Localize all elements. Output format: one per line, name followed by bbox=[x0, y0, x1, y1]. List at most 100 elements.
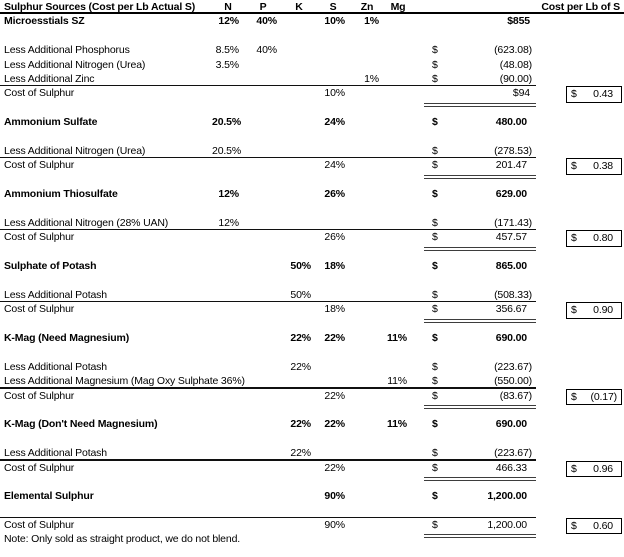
table-header-row: Sulphur Sources (Cost per Lb Actual S) N… bbox=[0, 0, 624, 15]
nutrient-s-value: 26% bbox=[324, 188, 345, 201]
row-product: Ammonium Sulfate 20.5% 24% $480.00 bbox=[0, 115, 624, 129]
currency-symbol: $ bbox=[432, 260, 438, 273]
currency-symbol: $ bbox=[432, 331, 438, 344]
product-name: Ammonium Thiosulfate bbox=[4, 188, 118, 201]
row-product: Microesstials SZ 12% 40% 10% 1% $855 bbox=[0, 14, 624, 28]
cost-per-lb-box: $0.90 bbox=[566, 302, 622, 319]
amount-value: (508.33) bbox=[494, 288, 532, 301]
amount-value: (278.53) bbox=[494, 144, 532, 157]
cost-of-sulphur-label: Cost of Sulphur bbox=[4, 303, 75, 316]
currency-symbol: $ bbox=[432, 360, 438, 373]
row-cost: Cost of Sulphur 18% $356.67 $0.90 bbox=[0, 302, 624, 324]
row-blank bbox=[0, 403, 624, 417]
cost-per-lb-box: $0.43 bbox=[566, 86, 622, 103]
amount-value: $94 bbox=[512, 87, 530, 100]
row-blank bbox=[0, 245, 624, 259]
row-less: Less Additional Potash 22% $ (223.67) bbox=[0, 360, 624, 374]
nutrient-n-value: 12% bbox=[218, 188, 239, 201]
row-less: Less Additional Nitrogen (Urea) 3.5% $ (48.… bbox=[0, 58, 624, 72]
column-header-zn: Zn bbox=[360, 1, 374, 13]
column-header-k: K bbox=[295, 1, 303, 13]
row-blank bbox=[0, 317, 624, 331]
less-item-label: Less Additional Zinc bbox=[4, 72, 95, 85]
amount-value: $855 bbox=[507, 15, 530, 28]
cost-of-sulphur-label: Cost of Sulphur bbox=[4, 159, 75, 172]
nutrient-s-value: 26% bbox=[324, 231, 345, 244]
nutrient-s-value: 18% bbox=[324, 260, 345, 273]
currency-symbol: $ bbox=[432, 231, 438, 244]
nutrient-k-value: 22% bbox=[290, 447, 311, 460]
box-currency-symbol: $ bbox=[571, 304, 577, 317]
nutrient-mg-value: 11% bbox=[387, 418, 407, 431]
currency-symbol: $ bbox=[432, 116, 438, 129]
less-item-label: Less Additional Nitrogen (Urea) bbox=[4, 58, 146, 71]
nutrient-n-value: 12% bbox=[218, 216, 239, 229]
currency-symbol: $ bbox=[432, 144, 438, 157]
currency-symbol: $ bbox=[432, 461, 438, 474]
row-less_end: Less Additional Potash 50% $ (508.33) bbox=[0, 288, 624, 303]
cost-per-lb-value: 0.43 bbox=[593, 88, 613, 101]
nutrient-n-value: 12% bbox=[218, 15, 239, 28]
nutrient-k-value: 22% bbox=[290, 418, 311, 431]
column-header-p: P bbox=[259, 1, 267, 13]
nutrient-n-value: 20.5% bbox=[212, 116, 242, 129]
less-item-label: Less Additional Nitrogen (Urea) bbox=[4, 144, 146, 157]
row-note: Note: Only sold as straight product, we … bbox=[0, 532, 624, 546]
row-blank bbox=[0, 475, 624, 489]
nutrient-s-value: 22% bbox=[324, 418, 345, 431]
amount-value: 690.00 bbox=[495, 331, 527, 344]
row-blank bbox=[0, 101, 624, 115]
nutrient-s-value: 24% bbox=[324, 116, 345, 129]
cost-per-lb-box: $ (0.17) bbox=[566, 388, 622, 405]
less-item-label: Less Additional Potash bbox=[4, 288, 107, 301]
box-currency-symbol: $ bbox=[571, 520, 577, 533]
row-less_end: Less Additional Nitrogen (Urea) 20.5% $ (27… bbox=[0, 144, 624, 159]
row-product: K-Mag (Don't Need Magnesium) 22% 22% 11% $69… bbox=[0, 417, 624, 431]
row-blank_rule bbox=[0, 504, 624, 519]
nutrient-k-value: 22% bbox=[290, 360, 311, 373]
nutrient-s-value: 18% bbox=[324, 303, 345, 316]
product-name: K-Mag (Don't Need Magnesium) bbox=[4, 418, 158, 431]
row-less_end: Less Additional Potash 22% $ (223.67) bbox=[0, 446, 624, 461]
amount-cell: $ (550.00) bbox=[424, 374, 536, 388]
amount-cell: $ (278.53) bbox=[424, 144, 536, 158]
box-currency-symbol: $ bbox=[571, 462, 577, 475]
currency-symbol: $ bbox=[432, 447, 438, 460]
row-product: Elemental Sulphur 90% $1,200.00 bbox=[0, 489, 624, 503]
nutrient-s-value: 10% bbox=[324, 87, 345, 100]
row-cost: Cost of Sulphur 90% $1,200.00 $0.60 bbox=[0, 518, 624, 539]
column-header-s: S bbox=[329, 1, 337, 13]
amount-cell: $ (623.08) bbox=[424, 43, 536, 57]
row-less_end: Less Additional Nitrogen (28% UAN) 12% $ (1… bbox=[0, 216, 624, 231]
nutrient-s-value: 90% bbox=[324, 519, 345, 532]
amount-value: 356.67 bbox=[495, 303, 527, 316]
box-currency-symbol: $ bbox=[571, 88, 577, 101]
product-name: Ammonium Sulfate bbox=[4, 116, 98, 129]
amount-cell: $ (508.33) bbox=[424, 288, 536, 302]
row-blank bbox=[0, 432, 624, 446]
nutrient-mg-value: 11% bbox=[387, 375, 407, 388]
cost-of-sulphur-label: Cost of Sulphur bbox=[4, 231, 75, 244]
less-item-label: Less Additional Nitrogen (28% UAN) bbox=[4, 216, 169, 229]
box-currency-symbol: $ bbox=[571, 160, 577, 173]
box-currency-symbol: $ bbox=[571, 232, 577, 245]
cost-per-lb-box: $0.96 bbox=[566, 460, 622, 477]
currency-symbol: $ bbox=[432, 303, 438, 316]
currency-symbol: $ bbox=[432, 389, 438, 402]
amount-cell: $690.00 bbox=[424, 417, 536, 431]
amount-cell: $ (223.67) bbox=[424, 446, 536, 460]
nutrient-s-value: 10% bbox=[324, 15, 345, 28]
nutrient-s-value: 22% bbox=[324, 331, 345, 344]
currency-symbol: $ bbox=[432, 188, 438, 201]
nutrient-k-value: 22% bbox=[290, 331, 311, 344]
row-less_end: Less Additional Magnesium (Mag Oxy Sulph… bbox=[0, 374, 624, 389]
nutrient-s-value: 24% bbox=[324, 159, 345, 172]
nutrient-s-value: 22% bbox=[324, 461, 345, 474]
currency-symbol: $ bbox=[432, 375, 438, 388]
amount-value: 1,200.00 bbox=[487, 519, 527, 532]
nutrient-k-value: 50% bbox=[290, 260, 311, 273]
row-blank bbox=[0, 173, 624, 187]
cost-per-lb-value: 0.60 bbox=[593, 520, 613, 533]
product-name: Sulphate of Potash bbox=[4, 260, 97, 273]
